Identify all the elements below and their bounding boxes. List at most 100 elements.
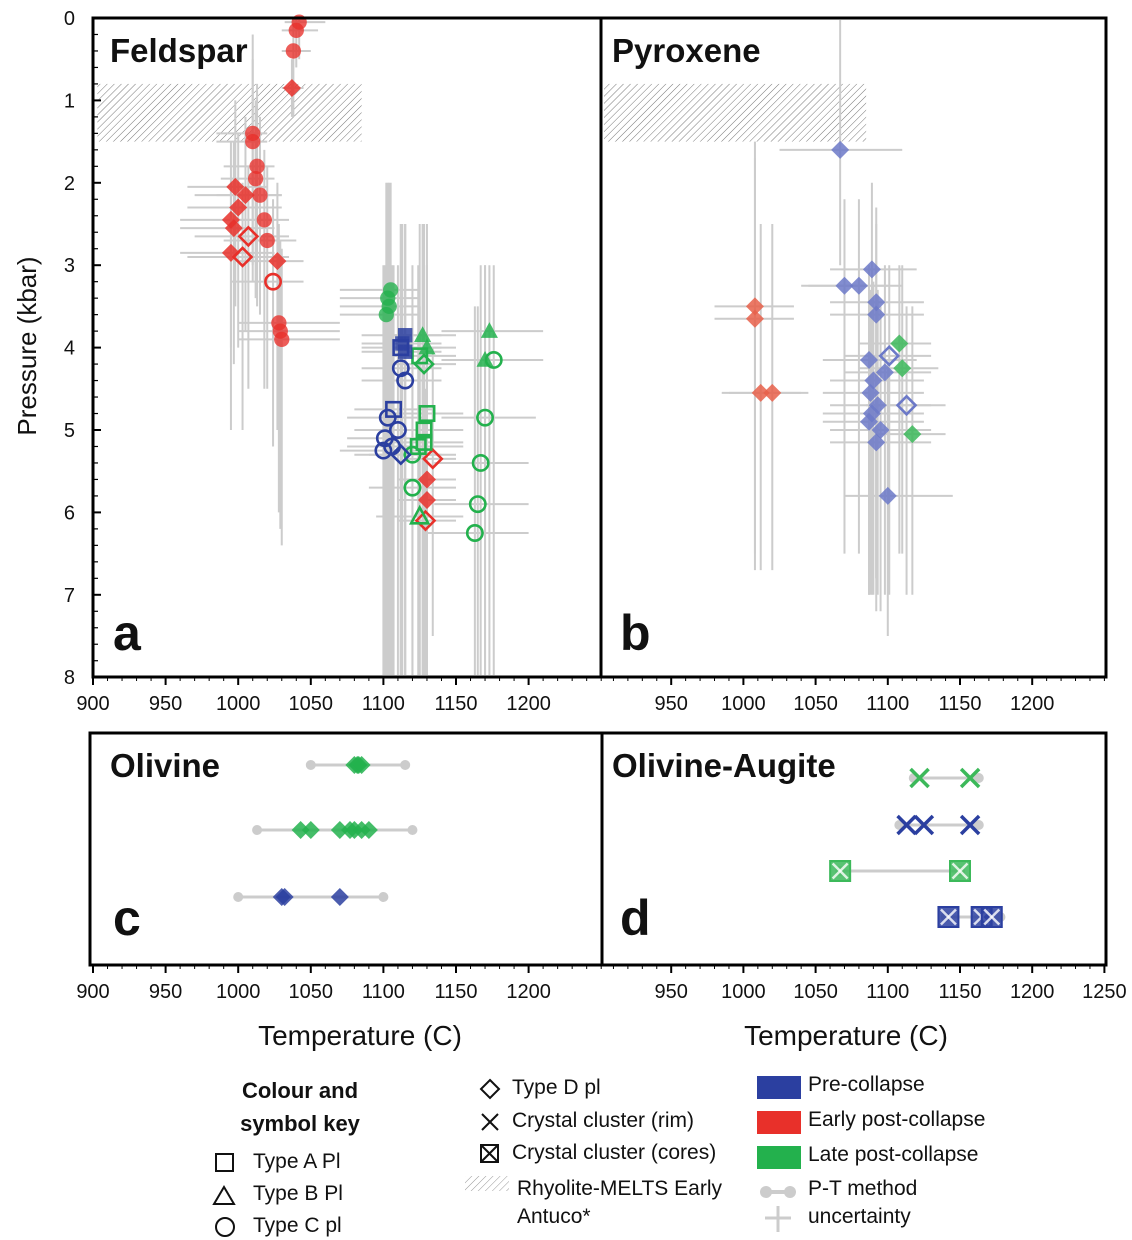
data-point: [396, 371, 415, 390]
legend-type-a: Type A Pl: [253, 1150, 341, 1174]
x-tick-label: 900: [76, 981, 109, 1003]
data-point: [392, 339, 410, 357]
data-point: [745, 297, 764, 316]
cross-stroke: [959, 767, 981, 789]
data-point: [980, 906, 1003, 928]
legend-pre-collapse-label: Pre-collapse: [808, 1073, 925, 1096]
olivine-augite-row: [894, 814, 984, 836]
data-point: [959, 814, 981, 836]
panel-b-title: Pyroxene: [612, 32, 761, 69]
data-point: [835, 276, 854, 295]
panel-a-letter: a: [113, 605, 142, 661]
olivine-augite-row: [829, 860, 971, 882]
method-range-end: [252, 825, 263, 835]
data-point: [418, 405, 436, 423]
x-tick-label: 1050: [289, 693, 334, 715]
melts-shaded-region: [97, 83, 362, 142]
data-point: [415, 433, 433, 451]
method-range-end: [378, 892, 389, 902]
cross-stroke: [909, 767, 930, 789]
data-point: [878, 486, 897, 505]
data-point: [413, 353, 435, 375]
data-point: [245, 133, 261, 150]
diamond-open-icon: [479, 1078, 501, 1100]
legend-type-d: Type D pl: [512, 1076, 601, 1100]
x-tick-label: 950: [655, 693, 688, 715]
x-tick-label: 1150: [938, 693, 981, 715]
x-tick-label: 1100: [866, 981, 909, 1003]
panel-d-frame: [600, 731, 1108, 967]
method-end-icon: [760, 1186, 772, 1198]
data-point: [829, 860, 852, 882]
panel-d-letter: d: [620, 890, 651, 946]
method-end-icon: [784, 1186, 796, 1198]
cross-stroke: [959, 814, 981, 836]
olivine-row: [252, 821, 418, 839]
y-tick-label: 0: [64, 8, 75, 30]
y-tick-label: 5: [64, 420, 75, 442]
y-tick-label: 3: [64, 255, 75, 277]
color-swatch-icon: [757, 1111, 801, 1134]
data-point: [378, 306, 394, 323]
x-tick-label: 1000: [721, 693, 766, 715]
data-point: [229, 198, 248, 217]
data-point: [862, 260, 881, 279]
legend-pre-collapse: Pre-collapse: [808, 1073, 925, 1097]
legend-cluster-rim-label: Crystal cluster (rim): [512, 1109, 694, 1132]
data-point: [417, 470, 436, 489]
y-tick-label: 7: [64, 585, 75, 607]
y-tick-label: 1: [64, 90, 75, 112]
cross-icon: [481, 1113, 499, 1131]
panel-b-frame: [599, 16, 1108, 679]
data-point: [274, 331, 290, 348]
data-point: [359, 821, 378, 839]
x-tick-label: 1100: [362, 981, 405, 1003]
x-tick-label: 1200: [506, 981, 551, 1003]
series-late-post-collapse: [378, 282, 503, 542]
data-point: [226, 177, 245, 196]
hatch-swatch-icon: [465, 1176, 509, 1191]
data-point: [831, 140, 850, 159]
data-point: [330, 888, 349, 906]
legend-type-c-label: Type C pl: [253, 1214, 342, 1237]
data-point: [903, 425, 922, 444]
x-tick-label: 1200: [506, 693, 551, 715]
data-point: [867, 433, 886, 452]
data-point: [301, 821, 320, 839]
method-range-end: [305, 760, 316, 770]
legend-type-c: Type C pl: [253, 1214, 342, 1238]
data-point: [352, 756, 371, 774]
legend-type-b-label: Type B Pl: [253, 1182, 343, 1205]
legend-title: Colour and symbol key: [240, 1078, 360, 1136]
data-point: [465, 524, 484, 542]
legend-cluster-cores: Crystal cluster (cores): [512, 1141, 716, 1165]
panel-b-letter: b: [620, 605, 651, 661]
y-tick-label: 2: [64, 173, 75, 195]
x-tick-label: 1200: [1010, 981, 1055, 1003]
cross-stroke: [913, 814, 935, 836]
y-axis-label: Pressure (kbar): [12, 256, 42, 435]
data-point: [408, 504, 431, 525]
y-tick-label: 6: [64, 502, 75, 524]
data-point: [890, 334, 909, 353]
legend-method-label: P-T method uncertainty: [808, 1177, 918, 1228]
data-point: [860, 412, 879, 431]
legend-type-a-label: Type A Pl: [253, 1150, 341, 1173]
x-tick-label: 950: [149, 981, 182, 1003]
data-point: [418, 338, 436, 355]
data-point: [259, 232, 275, 249]
data-point: [476, 408, 494, 427]
x-tick-label: 1000: [216, 693, 261, 715]
y-tick-label: 8: [64, 667, 75, 689]
data-point: [383, 282, 399, 298]
data-point: [397, 344, 413, 359]
olivine-augite-row: [937, 906, 1006, 928]
legend-late-post-collapse-label: Late post-collapse: [808, 1143, 979, 1166]
legend-hatch-label: Rhyolite-MELTS Early Antuco*: [517, 1177, 722, 1228]
data-point: [896, 814, 917, 836]
x-tick-label: 1150: [434, 693, 477, 715]
data-point: [388, 421, 407, 439]
data-point: [468, 495, 487, 514]
x-tick-label: 950: [655, 981, 688, 1003]
square-open-icon: [215, 1153, 234, 1172]
